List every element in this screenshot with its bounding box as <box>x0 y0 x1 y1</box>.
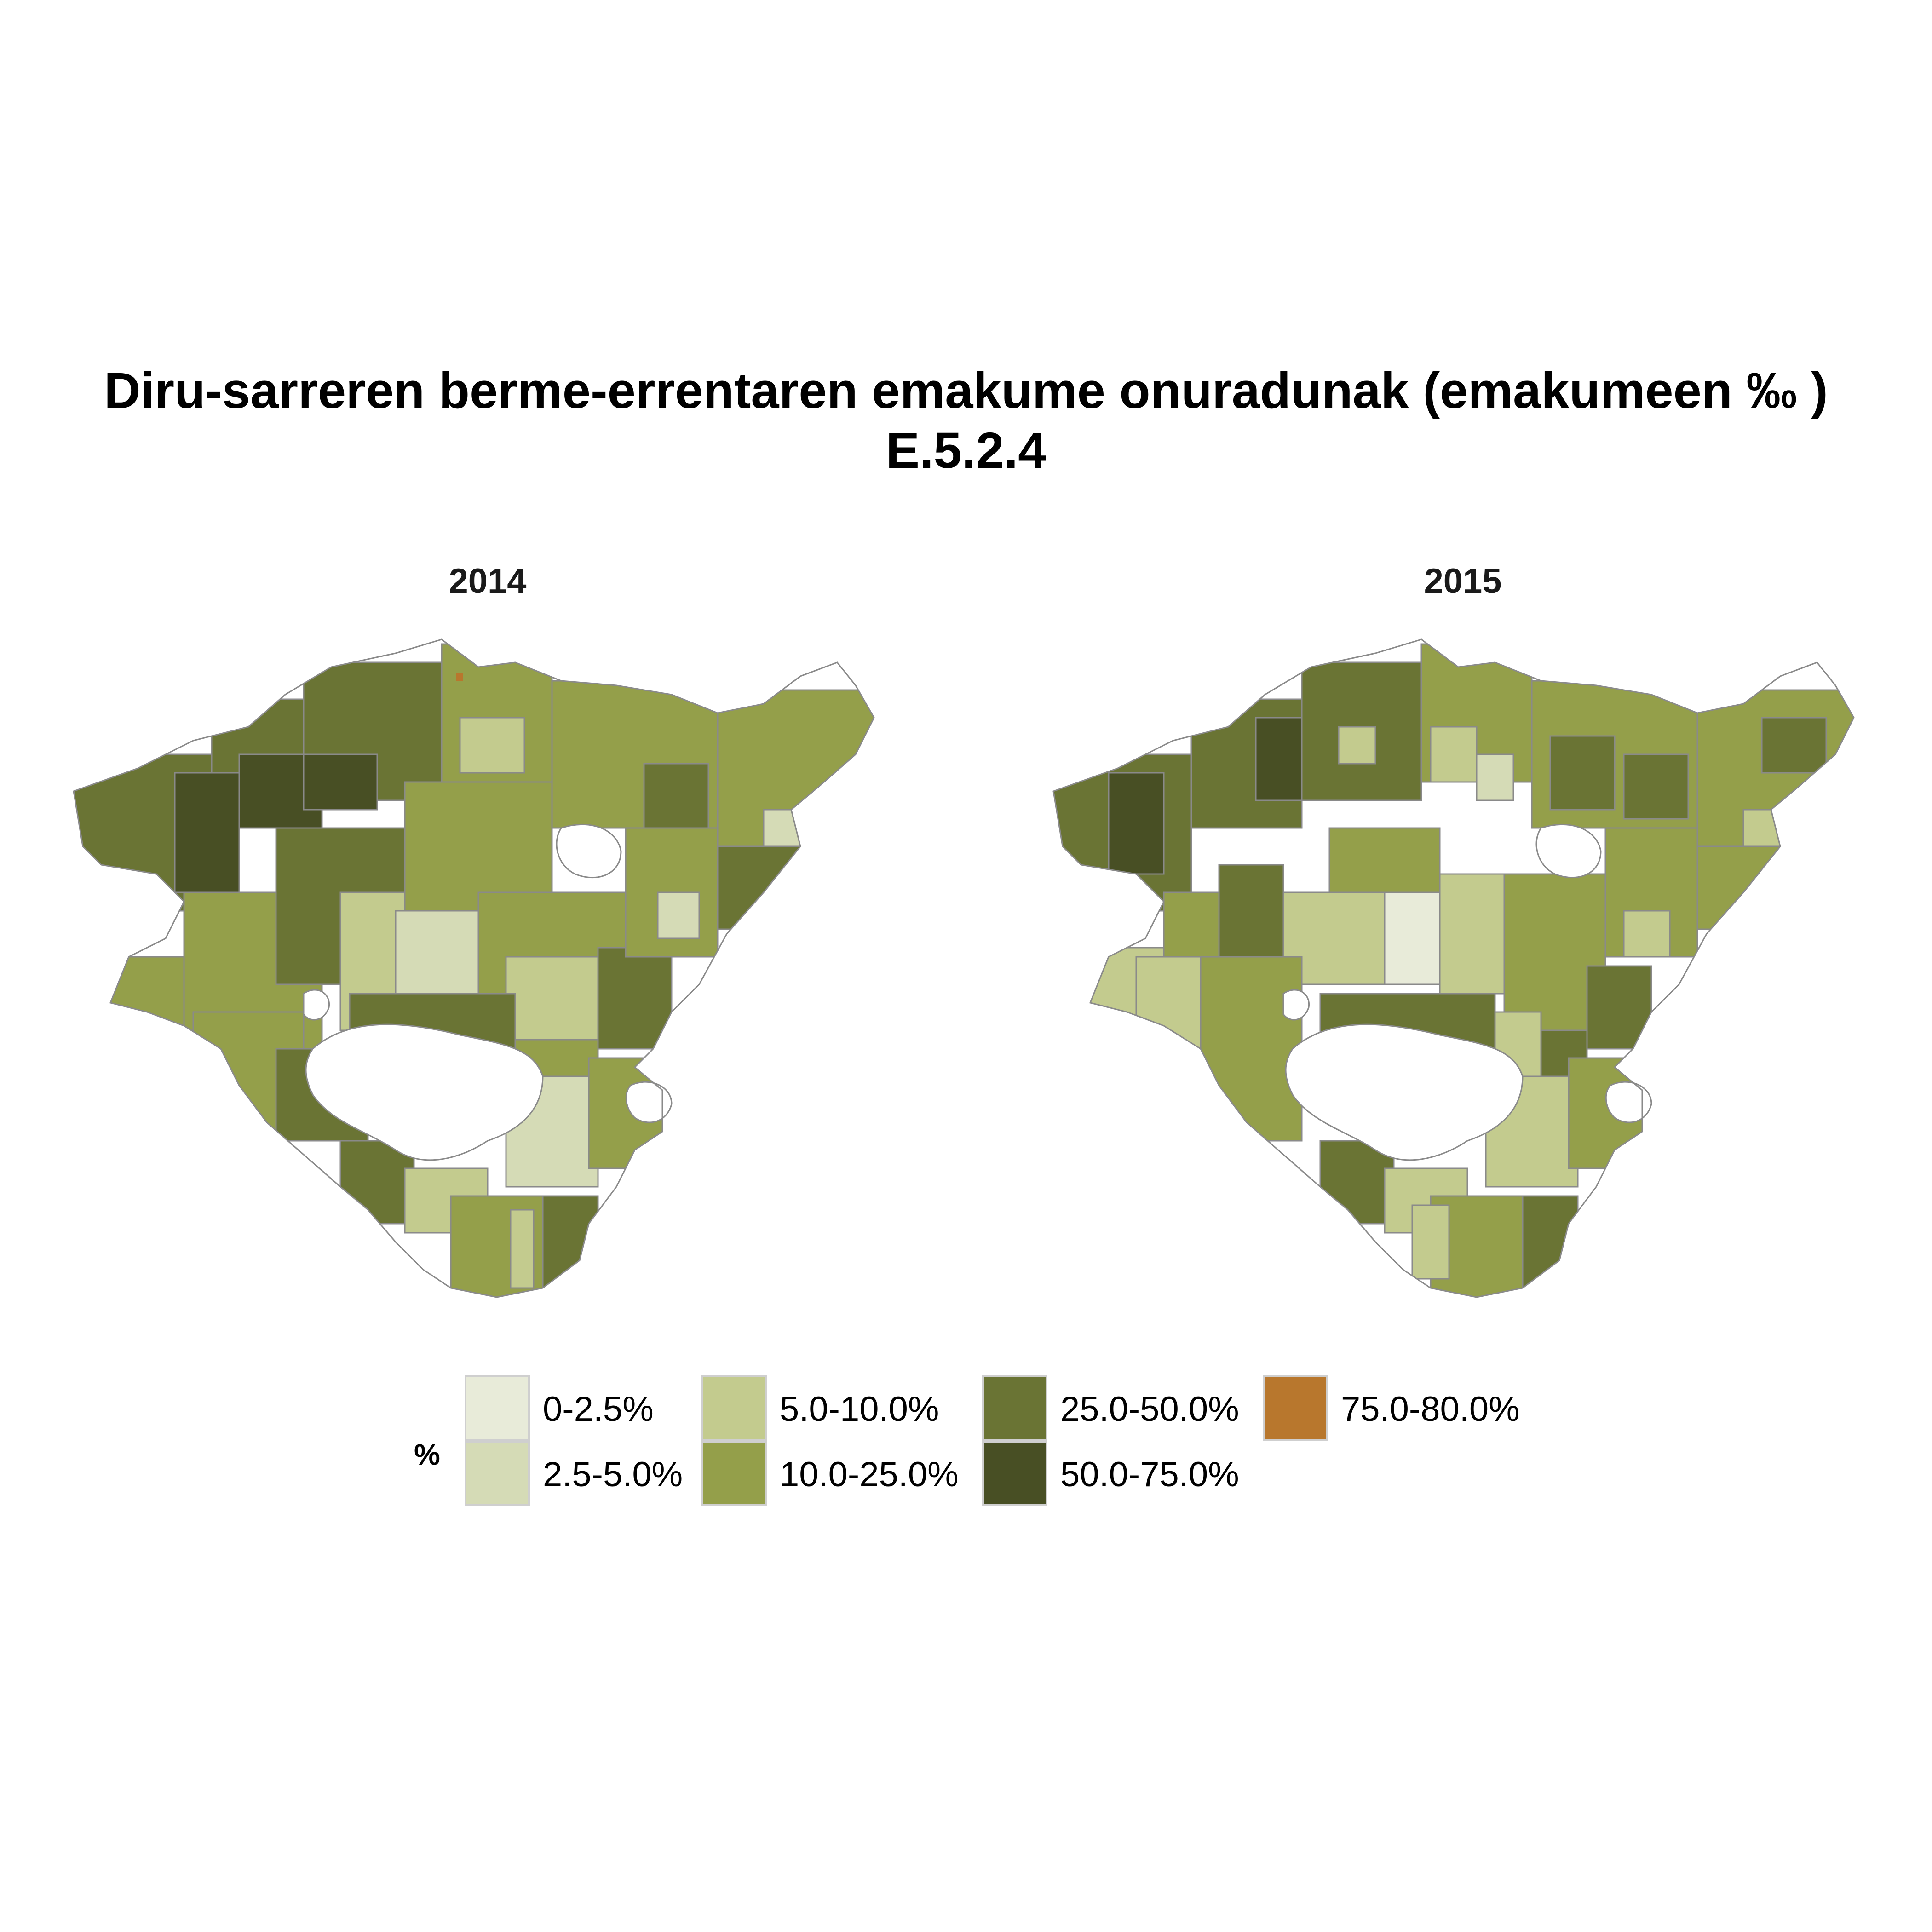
legend-item-25-0-50-0: 25.0-50.0% <box>982 1375 1276 1441</box>
legend-swatch <box>465 1375 530 1441</box>
municipality-cells-2014 <box>74 643 874 1297</box>
legend-title: % <box>414 1438 440 1471</box>
legend-item-10-0-25-0: 10.0-25.0% <box>702 1441 996 1506</box>
legend-item-0-2-5: 0-2.5% <box>465 1375 759 1441</box>
municipality-cells-2015 <box>1053 643 1854 1297</box>
legend-swatch <box>982 1375 1047 1441</box>
legend-label: 75.0-80.0% <box>1341 1390 1520 1429</box>
chart-title: Diru-sarreren berme-errentaren emakume o… <box>104 362 1828 419</box>
legend-label: 10.0-25.0% <box>780 1455 959 1494</box>
legend-label: 25.0-50.0% <box>1060 1390 1239 1429</box>
holes-2014 <box>303 823 673 1161</box>
legend-label: 5.0-10.0% <box>780 1390 939 1429</box>
chart-subtitle: E.5.2.4 <box>886 422 1046 479</box>
legend-swatch <box>982 1441 1047 1506</box>
legend-label: 2.5-5.0% <box>543 1455 683 1494</box>
legend-swatch <box>1263 1375 1328 1441</box>
legend-item-75-0-80-0: 75.0-80.0% <box>1263 1375 1557 1441</box>
legend-label: 50.0-75.0% <box>1060 1455 1239 1494</box>
legend-swatch <box>702 1375 767 1441</box>
legend-swatch <box>465 1441 530 1506</box>
legend-swatch <box>702 1441 767 1506</box>
legend-label: 0-2.5% <box>543 1390 654 1429</box>
panel-title-2014: 2014 <box>448 562 527 601</box>
legend-item-5-0-10-0: 5.0-10.0% <box>702 1375 996 1441</box>
legend-item-2-5-5-0: 2.5-5.0% <box>465 1441 759 1506</box>
legend: % 0-2.5% 2.5-5.0% 5.0-10.0% 10.0-25.0% 2… <box>414 1375 1564 1527</box>
holes-2015 <box>1282 823 1652 1161</box>
panel-title-2015: 2015 <box>1424 562 1502 601</box>
highlight-municipality-2014 <box>456 673 463 681</box>
choropleth-map-2015 <box>1052 638 1855 1298</box>
choropleth-map-2014 <box>73 638 875 1298</box>
legend-item-50-0-75-0: 50.0-75.0% <box>982 1441 1276 1506</box>
